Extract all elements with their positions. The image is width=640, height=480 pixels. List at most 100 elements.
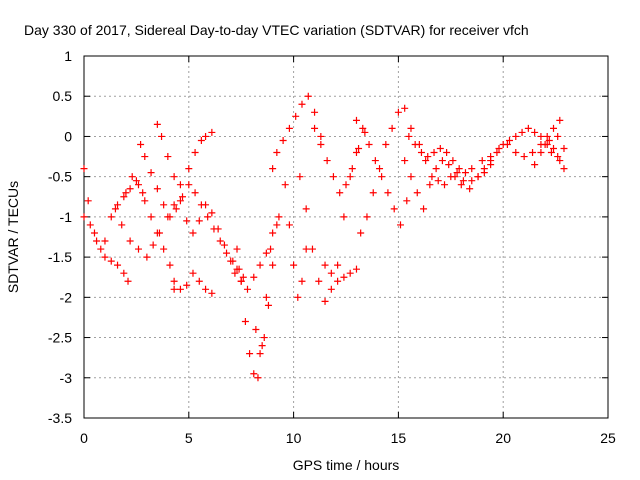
data-point [311,124,319,132]
y-tick-label: -2 [60,289,73,305]
data-point [554,153,562,161]
data-point [495,145,503,153]
data-point [241,317,249,325]
data-point [250,370,258,378]
data-point [363,213,371,221]
data-point [352,149,360,157]
data-point [101,253,109,261]
data-point [327,269,335,277]
data-point [407,173,415,181]
data-point [134,181,142,189]
x-tick-label: 10 [286,430,302,446]
series-track-13 [296,149,360,305]
data-point [298,100,306,108]
data-point [90,229,98,237]
data-point [170,277,178,285]
data-point [466,185,474,193]
data-point [361,128,369,136]
data-point [195,217,203,225]
data-point [436,145,444,153]
data-point [537,132,545,140]
data-point [185,181,193,189]
data-point [531,161,539,169]
data-point [455,165,463,173]
data-point [208,209,216,217]
data-point [107,213,115,221]
data-point [208,128,216,136]
series-track-2 [80,213,132,285]
data-point [233,245,241,253]
x-tick-label: 5 [185,430,193,446]
data-point [365,140,373,148]
data-point [223,249,231,257]
ticks: 0 5 10 15 20 25 -3.5 -3 -2.5 -2 -1.5 -1 -0.5 0 0.5 1 [48,48,616,446]
x-tick-label: 20 [495,430,511,446]
data-point [84,197,92,205]
series-track-17 [352,116,411,229]
data-point [233,265,241,273]
data-point [158,132,166,140]
data-point [376,165,384,173]
data-point [505,136,513,144]
data-point [474,173,482,181]
data-point [428,173,436,181]
data-point [141,153,149,161]
data-point [445,161,453,169]
data-point [520,153,528,161]
data-point [426,181,434,189]
data-point [279,136,287,144]
data-point [524,124,532,132]
data-point [183,281,191,289]
data-point [457,181,465,189]
data-point [340,213,348,221]
data-point [114,201,122,209]
data-point [493,149,501,157]
data-point [468,177,476,185]
data-point [256,350,264,358]
data-point [388,124,396,132]
series-track-9 [231,213,283,293]
series-track-21 [468,116,564,185]
data-point [355,145,363,153]
data-point [220,241,228,249]
series-track-1 [80,165,147,253]
data-point [179,193,187,201]
data-point [302,245,310,253]
data-point [401,104,409,112]
data-point [111,205,119,213]
data-point [197,136,205,144]
x-tick-label: 15 [391,430,407,446]
data-point [128,173,136,181]
y-tick-label: -1.5 [48,249,72,265]
data-point [294,293,302,301]
data-point [172,205,180,213]
data-point [258,342,266,350]
data-point [304,92,312,100]
data-point [420,205,428,213]
data-point [252,326,260,334]
data-point [407,124,415,132]
series-track-16 [357,104,415,237]
data-point [545,136,553,144]
data-point [378,173,386,181]
data-point [369,189,377,197]
data-point [107,257,115,265]
data-point [191,149,199,157]
data-point [434,177,442,185]
data-point [139,189,147,197]
series-track-24 [541,140,568,161]
data-point [432,165,440,173]
data-point [166,213,174,221]
data-point [396,221,404,229]
data-point [531,128,539,136]
data-point [176,285,184,293]
data-point [189,229,197,237]
series-track-18 [401,157,465,213]
series-track-4 [122,173,178,293]
series-track-10 [252,221,281,358]
data-point [308,245,316,253]
data-point [126,185,134,193]
data-point [302,205,310,213]
data-point [170,285,178,293]
data-point [137,140,145,148]
